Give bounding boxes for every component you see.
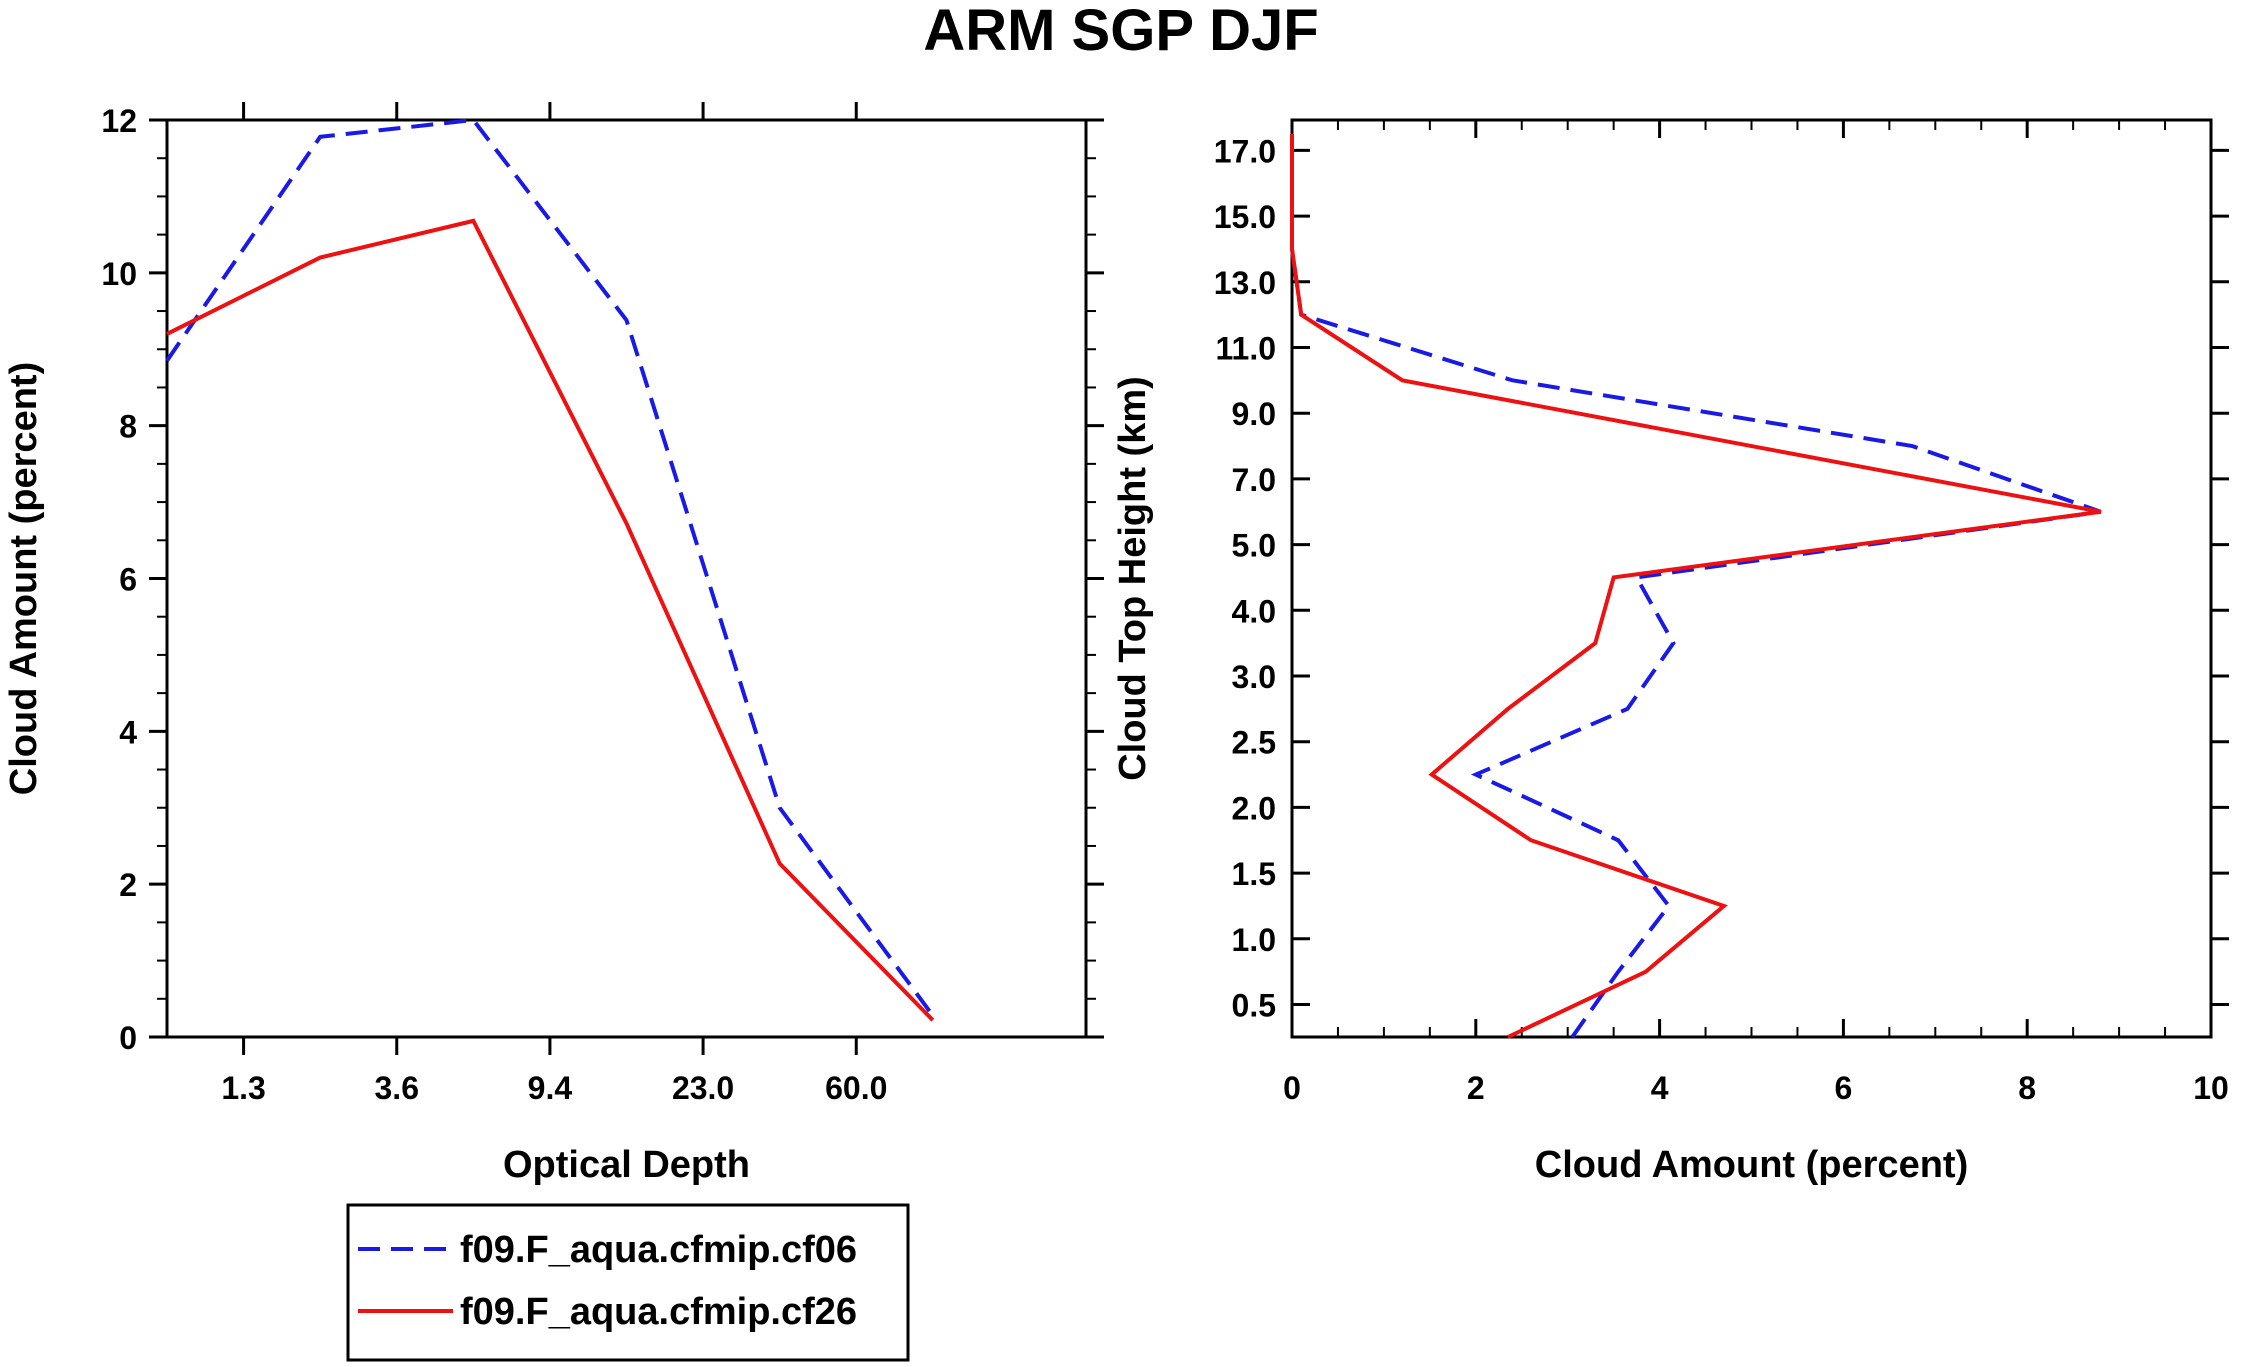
y-tick-label: 2 (119, 867, 137, 903)
y-axis-label: Cloud Top Height (km) (1112, 376, 1154, 781)
y-tick-label: 10 (101, 256, 137, 292)
series-line-cf06 (165, 117, 935, 1017)
x-tick-label: 2 (1467, 1070, 1485, 1106)
x-tick-label: 23.0 (672, 1070, 734, 1106)
x-tick-label: 3.6 (375, 1070, 419, 1106)
y-axis-label: Cloud Amount (percent) (3, 362, 45, 795)
y-tick-label: 4 (119, 714, 137, 750)
y-tick-label: 0.5 (1232, 988, 1276, 1024)
legend-label-cf06: f09.F_aqua.cfmip.cf06 (460, 1229, 857, 1271)
left-plot-frame (165, 118, 1088, 1039)
x-tick-label: 6 (1835, 1070, 1853, 1106)
x-axis-label: Optical Depth (503, 1144, 750, 1186)
legend-label-cf26: f09.F_aqua.cfmip.cf26 (460, 1291, 857, 1333)
x-tick-label: 10 (2193, 1070, 2229, 1106)
y-tick-label: 17.0 (1214, 133, 1276, 169)
optical-depth-panel: 1.3 3.6 9.4 23.0 60.0 0 2 4 6 8 10 12 Optical Depth C… (3, 102, 1104, 1186)
legend-box (346, 1203, 910, 1362)
x-tick-label: 8 (2018, 1070, 2036, 1106)
x-axis-label: Cloud Amount (percent) (1535, 1144, 1968, 1186)
y-tick-label: 2.5 (1232, 725, 1276, 761)
right-plot-frame (1290, 118, 2213, 1039)
y-tick-label: 3.0 (1232, 659, 1276, 695)
series-line-cf26 (1290, 133, 2102, 1039)
x-tick-label: 9.4 (528, 1070, 573, 1106)
chart-title: ARM SGP DJF (923, 0, 1318, 63)
x-tick-label: 0 (1283, 1070, 1301, 1106)
y-tick-label: 8 (119, 409, 137, 445)
y-tick-label: 1.0 (1232, 922, 1276, 958)
x-tick-label: 1.3 (221, 1070, 265, 1106)
y-tick-label: 6 (119, 562, 137, 598)
series-line-cf06 (1290, 133, 2102, 1039)
y-tick-label: 1.5 (1232, 856, 1276, 892)
cloud-top-height-panel: 0 2 4 6 8 10 0.5 1.0 1.5 2.0 2.5 3.0 4.0 5.0 7.0 9.0 11.… (1112, 118, 2229, 1186)
y-tick-label: 13.0 (1214, 265, 1276, 301)
y-tick-label: 7.0 (1232, 462, 1276, 498)
y-tick-label: 0 (119, 1020, 137, 1056)
x-tick-label: 4 (1651, 1070, 1669, 1106)
legend: f09.F_aqua.cfmip.cf06 f09.F_aqua.cfmip.c… (346, 1203, 910, 1362)
y-tick-label: 2.0 (1232, 790, 1276, 826)
y-tick-label: 5.0 (1232, 528, 1276, 564)
y-tick-label: 15.0 (1214, 199, 1276, 235)
series-line-cf26 (166, 218, 935, 1022)
x-tick-label: 60.0 (825, 1070, 887, 1106)
y-tick-label: 11.0 (1215, 331, 1276, 367)
y-tick-label: 9.0 (1232, 396, 1276, 432)
y-tick-label: 4.0 (1232, 593, 1276, 629)
y-tick-label: 12 (101, 103, 137, 139)
